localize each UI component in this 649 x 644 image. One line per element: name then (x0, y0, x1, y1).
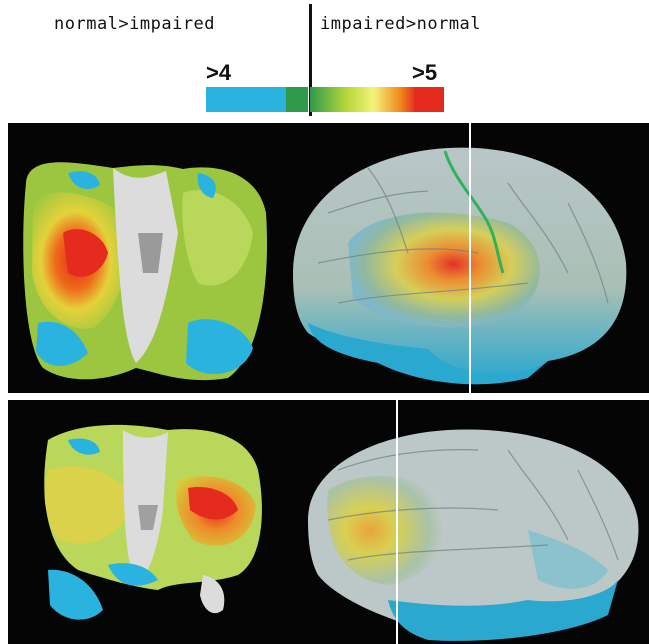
scale-warm-gradient (310, 87, 416, 112)
legend-right-label: impaired>normal (320, 14, 482, 34)
scale-green-segment (286, 87, 308, 112)
panel-top-graphics (23, 123, 627, 393)
legend-left-label: normal>impaired (54, 14, 216, 34)
coronal-slice-view (44, 424, 262, 620)
threshold-high-label: >5 (412, 60, 438, 85)
legend-divider (309, 4, 312, 116)
color-scale-bar (206, 87, 444, 112)
panel-separator (0, 393, 649, 400)
scale-cyan-segment (206, 87, 286, 112)
panel-bottom-graphics (44, 400, 639, 644)
panel-bottom (8, 400, 649, 644)
threshold-low-label: >4 (206, 60, 232, 85)
sagittal-surface-view-bottom (308, 400, 639, 644)
scale-red-segment (414, 87, 444, 112)
sagittal-surface-view-top (293, 123, 627, 393)
panel-top (8, 123, 649, 393)
axial-slice-view (23, 162, 268, 381)
